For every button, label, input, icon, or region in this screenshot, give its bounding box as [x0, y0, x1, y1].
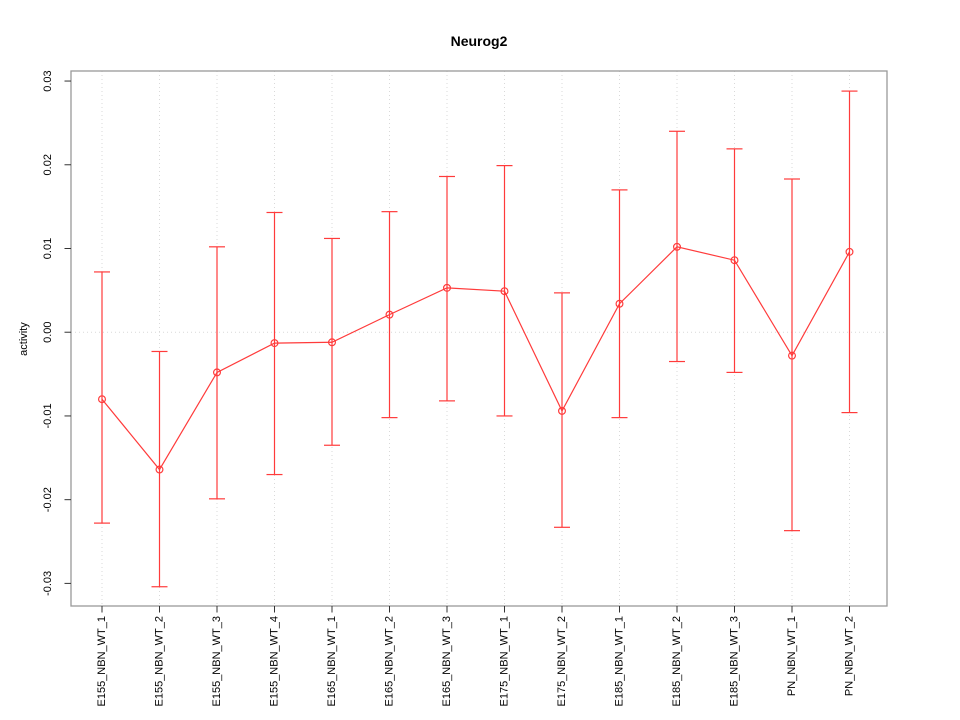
x-tick-label: E155_NBN_WT_1	[96, 616, 108, 707]
x-tick-label: E175_NBN_WT_2	[556, 616, 568, 707]
data-point-marker	[672, 242, 681, 251]
data-point-marker	[730, 256, 739, 265]
data-point-marker	[443, 283, 452, 292]
data-point-marker	[328, 338, 337, 347]
y-axis: -0.03 -0.02 -0.01 0.00 0.01 0.02 0.03	[42, 70, 71, 596]
chart-title: Neurog2	[450, 33, 508, 49]
x-tick-label: PN_NBN_WT_2	[844, 616, 856, 696]
x-tick-label: E165_NBN_WT_1	[326, 616, 338, 707]
y-tick-label: -0.03	[42, 571, 54, 596]
x-tick-label: E185_NBN_WT_2	[671, 616, 683, 707]
x-tick-label: E155_NBN_WT_2	[154, 616, 166, 707]
data-point-marker	[500, 287, 509, 296]
y-tick-label: -0.01	[42, 403, 54, 428]
data-point-marker	[557, 406, 566, 415]
series-line	[101, 246, 851, 471]
data-point-marker	[155, 465, 164, 474]
x-tick-label: E165_NBN_WT_2	[384, 616, 396, 707]
y-tick-label: 0.03	[42, 70, 54, 91]
x-tick-label: E185_NBN_WT_3	[729, 616, 741, 707]
data-point-marker	[97, 395, 106, 404]
data-point-marker	[213, 368, 222, 377]
y-tick-label: -0.02	[42, 487, 54, 512]
data-point-marker	[385, 310, 394, 319]
data-point-marker	[615, 299, 624, 308]
y-tick-label: 0.02	[42, 154, 54, 175]
x-tick-label: PN_NBN_WT_1	[786, 616, 798, 696]
data-point-marker	[270, 339, 279, 348]
x-tick-label: E185_NBN_WT_1	[614, 616, 626, 707]
x-tick-label: E175_NBN_WT_1	[499, 616, 511, 707]
y-tick-label: 0.01	[42, 238, 54, 259]
x-tick-label: E165_NBN_WT_3	[441, 616, 453, 707]
x-tick-label: E155_NBN_WT_4	[269, 616, 281, 707]
plot-frame	[70, 70, 888, 607]
gridlines	[71, 71, 887, 606]
data-points	[97, 242, 854, 474]
data-point-marker	[845, 247, 854, 256]
x-tick-label: E155_NBN_WT_3	[211, 616, 223, 707]
data-point-marker	[787, 351, 796, 360]
x-axis: E155_NBN_WT_1 E155_NBN_WT_2 E155_NBN_WT_3 E…	[96, 606, 856, 707]
y-tick-label: 0.00	[42, 322, 54, 343]
error-bars	[94, 90, 858, 588]
